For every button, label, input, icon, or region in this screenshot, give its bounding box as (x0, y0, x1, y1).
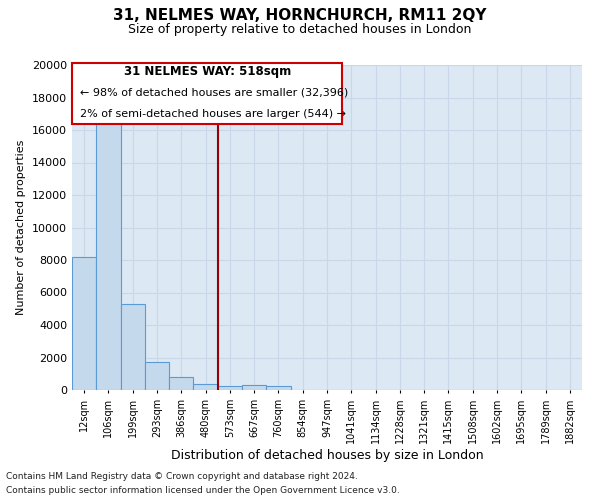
Text: 2% of semi-detached houses are larger (544) →: 2% of semi-detached houses are larger (5… (80, 110, 346, 120)
X-axis label: Distribution of detached houses by size in London: Distribution of detached houses by size … (170, 448, 484, 462)
Bar (121, 304, 145, 390)
Bar (218, 386, 242, 390)
Text: 31 NELMES WAY: 518sqm: 31 NELMES WAY: 518sqm (124, 65, 291, 78)
Bar (169, 377, 193, 390)
Bar (242, 385, 266, 390)
Bar (72, 257, 96, 390)
Bar (96, 120, 121, 390)
Bar (266, 386, 290, 390)
FancyBboxPatch shape (72, 64, 342, 124)
Y-axis label: Number of detached properties: Number of detached properties (16, 140, 26, 315)
Text: Size of property relative to detached houses in London: Size of property relative to detached ho… (128, 22, 472, 36)
Text: Contains public sector information licensed under the Open Government Licence v3: Contains public sector information licen… (6, 486, 400, 495)
Bar (193, 384, 218, 390)
Text: 31, NELMES WAY, HORNCHURCH, RM11 2QY: 31, NELMES WAY, HORNCHURCH, RM11 2QY (113, 8, 487, 22)
Text: Contains HM Land Registry data © Crown copyright and database right 2024.: Contains HM Land Registry data © Crown c… (6, 472, 358, 481)
Text: ← 98% of detached houses are smaller (32,396): ← 98% of detached houses are smaller (32… (80, 87, 348, 97)
Bar (145, 362, 169, 390)
